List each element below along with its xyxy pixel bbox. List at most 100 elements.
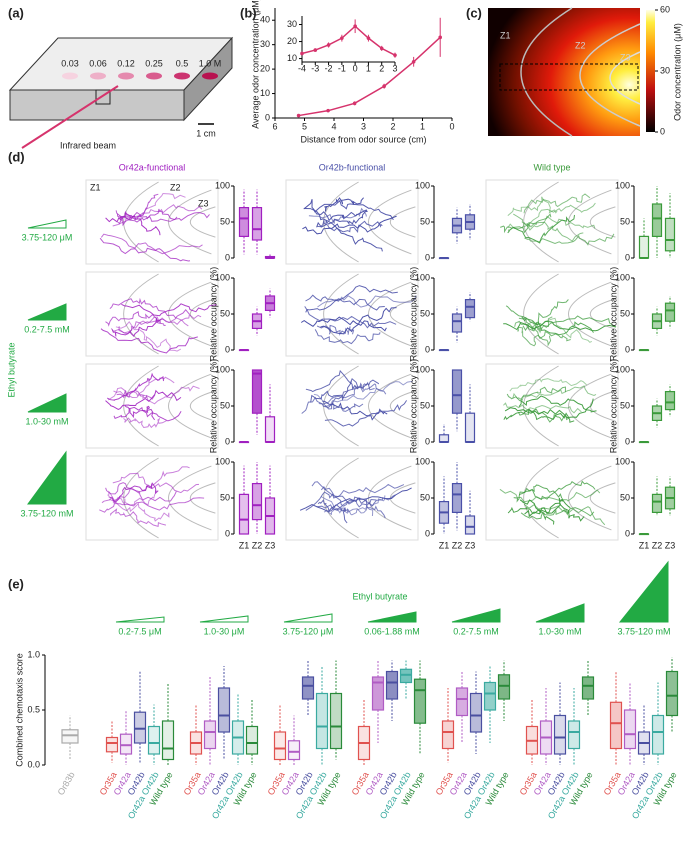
box xyxy=(638,235,650,259)
trajectory xyxy=(520,507,595,520)
trajectory xyxy=(518,316,571,342)
trajectory xyxy=(112,204,203,227)
stimulus-label: Ethyl butyrate xyxy=(6,342,16,397)
zone-label: Z2 xyxy=(652,540,663,550)
well xyxy=(146,72,162,80)
zone-boundary xyxy=(523,457,559,539)
trajectory xyxy=(521,316,594,336)
trajectory xyxy=(109,297,190,319)
trajectory xyxy=(124,405,156,421)
y-tick-label: 0 xyxy=(265,112,270,122)
trajectory xyxy=(117,211,210,225)
x-tick-label: -3 xyxy=(311,63,319,73)
panel-label: (e) xyxy=(8,576,24,591)
trajectory xyxy=(303,199,368,222)
box xyxy=(464,299,476,319)
box xyxy=(497,674,511,700)
y-tick-label: 0 xyxy=(425,344,430,354)
zone-label: Z1 xyxy=(239,540,250,550)
trajectory xyxy=(100,233,203,255)
y-axis-label: Relative occupancy (%) xyxy=(608,359,618,454)
box xyxy=(464,412,476,443)
well-label: 0.5 xyxy=(176,58,189,68)
trajectory xyxy=(517,326,552,347)
trajectory xyxy=(507,196,558,216)
zone-label: Z3 xyxy=(198,198,209,208)
well-label: 0.12 xyxy=(117,58,135,68)
trajectory xyxy=(505,305,617,328)
zone-label: Z2 xyxy=(170,182,181,192)
trajectory xyxy=(304,306,397,329)
y-axis-label: Relative occupancy (%) xyxy=(408,267,418,362)
y-tick-label: 100 xyxy=(415,272,430,282)
trajectory xyxy=(119,192,186,219)
x-tick-label: -1 xyxy=(338,63,346,73)
y-tick-label: 100 xyxy=(615,180,630,190)
chart-title: Ethyl butyrate xyxy=(352,591,407,601)
stimulus-ramp xyxy=(618,560,669,623)
trajectory xyxy=(324,400,408,427)
x-tick-label: 6 xyxy=(272,121,277,131)
trajectory xyxy=(105,212,161,236)
scale-bar-label: 1 cm xyxy=(196,128,216,138)
box xyxy=(651,714,665,755)
group-label: 1.0-30 μM xyxy=(204,626,245,636)
y-tick-label: 0 xyxy=(225,436,230,446)
zone-boundary xyxy=(190,482,216,514)
y-tick-label: 50 xyxy=(220,308,230,318)
y-tick-label: 0.0 xyxy=(27,759,40,769)
box xyxy=(609,701,623,750)
x-tick-label: 3 xyxy=(392,63,397,73)
row-label: 1.0-30 mM xyxy=(25,416,68,426)
y-axis-label: Relative occupancy (%) xyxy=(208,267,218,362)
trajectory xyxy=(507,202,596,230)
zone-boundary xyxy=(168,281,212,347)
box xyxy=(245,725,259,755)
box xyxy=(665,670,679,717)
trajectory xyxy=(117,208,178,227)
box xyxy=(238,207,250,238)
zone-label: Z2 xyxy=(575,40,586,50)
trajectory-panel xyxy=(285,455,419,541)
box xyxy=(251,369,263,414)
zone-boundary xyxy=(390,390,416,422)
group-label: 3.75-120 μM xyxy=(283,626,334,636)
box xyxy=(301,676,315,700)
data-point xyxy=(326,43,331,47)
y-tick-label: 0 xyxy=(625,344,630,354)
y-axis-label: Relative occupancy (%) xyxy=(408,359,418,454)
box xyxy=(567,720,581,750)
box xyxy=(399,668,413,684)
trajectory xyxy=(518,395,597,413)
zone-label: Z3 xyxy=(620,52,631,62)
y-tick-label: 100 xyxy=(615,456,630,466)
trajectory xyxy=(108,496,170,522)
box xyxy=(371,676,385,711)
box xyxy=(464,515,476,535)
trajectory xyxy=(499,488,601,503)
trajectory xyxy=(509,378,587,392)
trajectory xyxy=(101,482,200,504)
trajectory-panel xyxy=(485,455,619,541)
box xyxy=(441,720,455,750)
zone-boundary xyxy=(590,482,616,514)
panel-label: (b) xyxy=(240,5,257,20)
y-tick-label: 0 xyxy=(225,528,230,538)
trajectory xyxy=(105,311,166,327)
stimulus-ramp xyxy=(27,303,67,321)
y-tick-label: 50 xyxy=(220,400,230,410)
y-tick-label: 100 xyxy=(415,180,430,190)
y-axis-label: Relative occupancy (%) xyxy=(208,359,218,454)
trajectory xyxy=(503,320,616,332)
y-tick-label: 50 xyxy=(620,308,630,318)
well xyxy=(62,72,78,80)
y-tick-label: 100 xyxy=(415,456,430,466)
data-point xyxy=(296,113,301,118)
y-tick-label: 40 xyxy=(260,15,270,25)
stimulus-ramp xyxy=(283,613,333,623)
y-tick-label: 50 xyxy=(220,216,230,226)
zone-boundary xyxy=(323,273,359,355)
y-tick-label: 50 xyxy=(420,216,430,226)
box xyxy=(251,207,263,241)
trajectory xyxy=(311,481,405,498)
